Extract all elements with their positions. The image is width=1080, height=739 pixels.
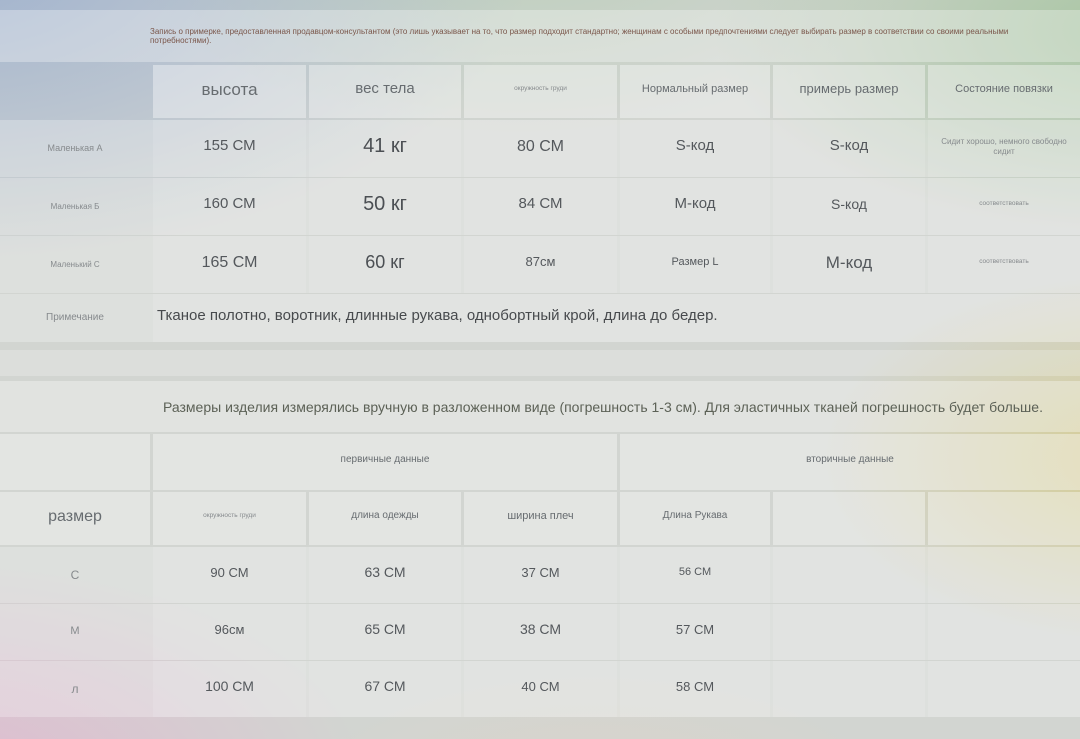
fitting-row-c: Маленький С 165 СМ 60 кг 87см Размер L М… [0, 236, 1080, 293]
normal-size-value: М-код [620, 178, 770, 235]
empty-cell [773, 604, 925, 660]
empty-cell [928, 661, 1080, 717]
note-label: Примечание [46, 311, 104, 323]
chest-value: 87см [464, 236, 617, 293]
row-label: Маленькая Б [50, 201, 100, 211]
fitting-table-header-row: высота вес тела окружность груди Нормаль… [0, 65, 1080, 118]
fitting-row-b: Маленькая Б 160 СМ 50 кг 84 СМ М-код S-к… [0, 178, 1080, 235]
column-header-empty [773, 492, 925, 545]
shoulder-value: 40 СМ [464, 661, 617, 717]
table-divider-band [0, 350, 1080, 376]
fit-state-value: соответствовать [928, 236, 1080, 293]
size-label: С [70, 567, 80, 582]
sleeve-value: 56 СМ [620, 547, 770, 603]
column-header-shoulder: ширина плеч [464, 492, 617, 545]
fit-state-value: соответствовать [928, 178, 1080, 235]
try-size-value: S-код [773, 178, 925, 235]
chest-value: 84 СМ [464, 178, 617, 235]
column-header-sleeve: Длина Рукава [620, 492, 770, 545]
fitting-header-normal-size: Нормальный размер [620, 65, 770, 118]
group-header-primary: первичные данные [153, 434, 617, 490]
weight-value: 60 кг [309, 236, 461, 293]
fitting-header-weight: вес тела [309, 65, 461, 118]
height-value: 160 СМ [153, 178, 306, 235]
column-header-length: длина одежды [309, 492, 461, 545]
height-value: 165 СМ [153, 236, 306, 293]
weight-value: 50 кг [309, 178, 461, 235]
measurement-row-s: С 90 СМ 63 СМ 37 СМ 56 СМ [0, 547, 1080, 603]
column-header-chest: окружность груди [153, 492, 306, 545]
fitting-header-height: высота [153, 65, 306, 118]
group-header-blank [0, 434, 150, 490]
fitting-header-chest: окружность груди [464, 65, 617, 118]
height-value: 155 СМ [153, 120, 306, 177]
group-header-secondary: вторичные данные [620, 434, 1080, 490]
chest-value: 80 СМ [464, 120, 617, 177]
fitting-disclaimer-band: Запись о примерке, предоставленная прода… [0, 10, 1080, 62]
empty-cell [773, 661, 925, 717]
chest-value: 100 СМ [153, 661, 306, 717]
length-value: 63 СМ [309, 547, 461, 603]
fitting-header-try-size: примерь размер [773, 65, 925, 118]
shoulder-value: 37 СМ [464, 547, 617, 603]
try-size-value: S-код [773, 120, 925, 177]
normal-size-value: Размер L [620, 236, 770, 293]
sleeve-value: 57 СМ [620, 604, 770, 660]
empty-cell [928, 604, 1080, 660]
size-label: л [71, 681, 79, 696]
normal-size-value: S-код [620, 120, 770, 177]
shoulder-value: 38 СМ [464, 604, 617, 660]
length-value: 67 СМ [309, 661, 461, 717]
measurement-column-header-row: размер окружность груди длина одежды шир… [0, 492, 1080, 545]
weight-value: 41 кг [309, 120, 461, 177]
empty-cell [773, 547, 925, 603]
measurement-group-header-row: первичные данные вторичные данные [0, 434, 1080, 490]
row-label: Маленький С [50, 259, 100, 269]
measurement-row-l: л 100 СМ 67 СМ 40 СМ 58 СМ [0, 661, 1080, 717]
note-text: Тканое полотно, воротник, длинные рукава… [153, 294, 1080, 342]
measurement-title-band: Размеры изделия измерялись вручную в раз… [0, 381, 1080, 432]
chest-value: 90 СМ [153, 547, 306, 603]
size-column-header: размер [0, 492, 150, 545]
fitting-header-blank [0, 65, 150, 118]
try-size-value: М-код [773, 236, 925, 293]
chest-value: 96см [153, 604, 306, 660]
fit-state-value: Сидит хорошо, немного свободно сидит [928, 120, 1080, 177]
measurement-title-text: Размеры изделия измерялись вручную в раз… [163, 398, 1043, 415]
size-label: М [70, 625, 80, 638]
fitting-note-row: Примечание Тканое полотно, воротник, дли… [0, 294, 1080, 342]
column-header-empty [928, 492, 1080, 545]
fitting-header-fit-state: Состояние повязки [928, 65, 1080, 118]
length-value: 65 СМ [309, 604, 461, 660]
fitting-row-a: Маленькая А 155 СМ 41 кг 80 СМ S-код S-к… [0, 120, 1080, 177]
measurement-row-m: М 96см 65 СМ 38 СМ 57 СМ [0, 604, 1080, 660]
row-label: Маленькая А [47, 142, 103, 153]
sleeve-value: 58 СМ [620, 661, 770, 717]
fitting-disclaimer-text: Запись о примерке, предоставленная прода… [150, 27, 1009, 45]
empty-cell [928, 547, 1080, 603]
